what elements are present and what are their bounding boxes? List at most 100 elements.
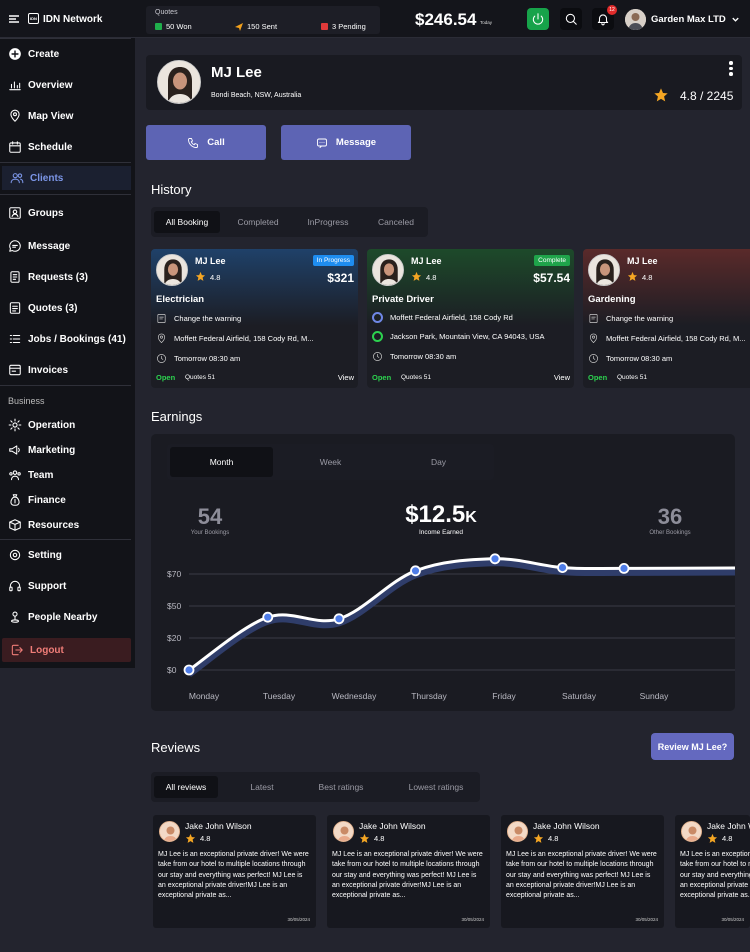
earnings-chart: $0 $20 $50 $70 Monday Tuesday Wednesday Thursda… <box>167 553 735 701</box>
sidebar-item-team[interactable]: Team <box>0 463 135 487</box>
star-icon <box>627 271 638 282</box>
view-link[interactable]: View <box>337 373 354 382</box>
sidebar-item-requests[interactable]: Requests (3) <box>0 265 135 289</box>
top-bar: IDN IDN Network Quotes 50 Won 150 Sent 3… <box>0 0 750 38</box>
sidebar-item-clients[interactable]: Clients <box>2 166 131 190</box>
tab-day[interactable]: Day <box>430 457 447 467</box>
sidebar-item-logout[interactable]: Logout <box>2 638 131 662</box>
sidebar-item-schedule[interactable]: Schedule <box>0 135 135 159</box>
balance-period: Today <box>480 20 493 25</box>
quotes-summary[interactable]: Quotes 50 Won 150 Sent 3 Pending <box>146 6 380 34</box>
earnings-card: Month Week Day 54 Your Bookings $12.5K I… <box>151 434 735 711</box>
reviewer-name: Jake John Wilson <box>707 821 750 831</box>
sidebar-item-overview[interactable]: Overview <box>0 73 135 97</box>
review-card[interactable]: Jake John Wilson 4.8 MJ Lee is an exceptio… <box>153 815 316 928</box>
sidebar-item-label: Resources <box>28 519 80 531</box>
sidebar-item-map-view[interactable]: Map View <box>0 104 135 128</box>
sidebar-item-label: Logout <box>30 644 64 656</box>
booking-address-text: Jackson Park, Mountain View, CA 94043, U… <box>390 332 545 341</box>
quotes-count: Quotes 51 <box>401 374 431 381</box>
y-tick-label: $20 <box>167 633 181 643</box>
message-button[interactable]: Message <box>281 125 411 160</box>
data-point[interactable] <box>618 562 630 574</box>
phone-icon <box>188 137 199 148</box>
user-avatar[interactable] <box>625 9 646 30</box>
tab-completed[interactable]: Completed <box>237 217 279 227</box>
y-tick-label: $0 <box>167 665 177 675</box>
x-tick-label: Tuesday <box>263 691 296 701</box>
review-date: 30/05/2024 <box>461 917 484 922</box>
search-button[interactable] <box>560 8 582 30</box>
notification-badge: 12 <box>607 5 617 15</box>
tab-lowest-ratings[interactable]: Lowest ratings <box>408 782 464 792</box>
megaphone-icon <box>9 445 20 455</box>
sidebar-item-quotes[interactable]: Quotes (3) <box>0 296 135 320</box>
sidebar-item-label: Quotes (3) <box>28 302 78 314</box>
client-rating: 4.8 <box>642 273 653 282</box>
open-status: Open <box>372 373 392 382</box>
data-point[interactable] <box>183 664 195 676</box>
sidebar-item-label: Groups <box>28 207 64 219</box>
data-point[interactable] <box>557 562 568 574</box>
review-button[interactable]: Review MJ Lee? <box>651 733 734 760</box>
sidebar-item-invoices[interactable]: Invoices <box>0 358 135 382</box>
section-heading-business: Business <box>8 396 45 406</box>
data-point[interactable] <box>333 613 345 625</box>
sidebar-item-groups[interactable]: Groups <box>0 201 135 225</box>
view-link[interactable]: View <box>553 373 570 382</box>
sidebar-item-marketing[interactable]: Marketing <box>0 438 135 462</box>
sidebar-item-resources[interactable]: Resources <box>0 513 135 537</box>
power-button[interactable] <box>527 8 549 30</box>
sidebar-item-jobs[interactable]: Jobs / Bookings (41) <box>0 327 135 351</box>
open-status: Open <box>156 373 176 382</box>
booking-address-text: Moffett Federal Airfield, 158 Cody Rd, M… <box>606 334 746 343</box>
review-rating: 4.8 <box>722 834 733 843</box>
profile-location: Bondi Beach, NSW, Australia <box>211 92 302 99</box>
your-bookings-value: 54 <box>197 504 223 529</box>
reviews-tabs: All reviews Latest Best ratings Lowest r… <box>151 772 480 802</box>
sidebar-item-setting[interactable]: Setting <box>0 543 135 567</box>
booking-card[interactable]: MJ Lee 4.8 Complete $57.54 Private Driver Mof… <box>367 249 574 388</box>
sidebar-item-finance[interactable]: Finance <box>0 488 135 512</box>
review-card[interactable]: Jake John Wilson 4.8 MJ Lee is an exceptio… <box>327 815 490 928</box>
tab-latest[interactable]: Latest <box>250 782 274 792</box>
quotes-sent-label: 150 Sent <box>247 22 278 31</box>
quotes-won: 50 Won <box>155 22 192 31</box>
star-icon <box>185 833 196 844</box>
tab-inprogress[interactable]: InProgress <box>307 217 349 227</box>
sidebar-item-support[interactable]: Support <box>0 574 135 598</box>
sidebar-item-people-nearby[interactable]: People Nearby <box>0 605 135 629</box>
user-name[interactable]: Garden Max LTD <box>651 14 726 25</box>
sidebar-item-operation[interactable]: Operation <box>0 413 135 437</box>
menu-icon[interactable] <box>8 13 20 25</box>
client-avatar <box>156 254 188 286</box>
review-text: MJ Lee is an exceptional private driver!… <box>506 851 657 900</box>
tab-week[interactable]: Week <box>319 457 342 467</box>
call-button[interactable]: Call <box>146 125 266 160</box>
more-options-icon[interactable] <box>729 61 733 78</box>
review-text: MJ Lee is an exceptional private driver!… <box>158 851 309 900</box>
profile-card: MJ Lee Bondi Beach, NSW, Australia 4.8 /… <box>146 55 742 110</box>
status-badge: In Progress <box>312 255 354 266</box>
booking-card[interactable]: MJ Lee 4.8 In Progress $321 Electrician Chang… <box>151 249 358 388</box>
clock-icon <box>157 354 166 363</box>
tab-all-booking[interactable]: All Booking <box>154 211 220 233</box>
income-value: $12.5 <box>405 501 466 528</box>
tab-month[interactable]: Month <box>170 447 273 477</box>
sidebar-item-message[interactable]: Message <box>0 234 135 258</box>
earnings-title: Earnings <box>151 409 203 424</box>
tab-all-reviews[interactable]: All reviews <box>154 776 218 798</box>
review-card[interactable]: Jake John Wilson 4.8 MJ Lee is an exceptio… <box>501 815 664 928</box>
tab-best-ratings[interactable]: Best ratings <box>318 782 364 792</box>
sidebar-item-create[interactable]: Create <box>0 42 135 66</box>
review-text: MJ Lee is an exceptional private driver!… <box>332 851 483 900</box>
tab-canceled[interactable]: Canceled <box>378 217 414 227</box>
data-point[interactable] <box>262 611 274 623</box>
data-point[interactable] <box>410 565 421 577</box>
other-bookings-value: 36 <box>657 504 683 529</box>
review-card[interactable]: Jake John Wilson 4.8 MJ Lee is an exceptio… <box>675 815 750 928</box>
data-point[interactable] <box>489 553 501 565</box>
clock-icon <box>373 352 382 361</box>
chevron-down-icon[interactable] <box>731 15 740 24</box>
